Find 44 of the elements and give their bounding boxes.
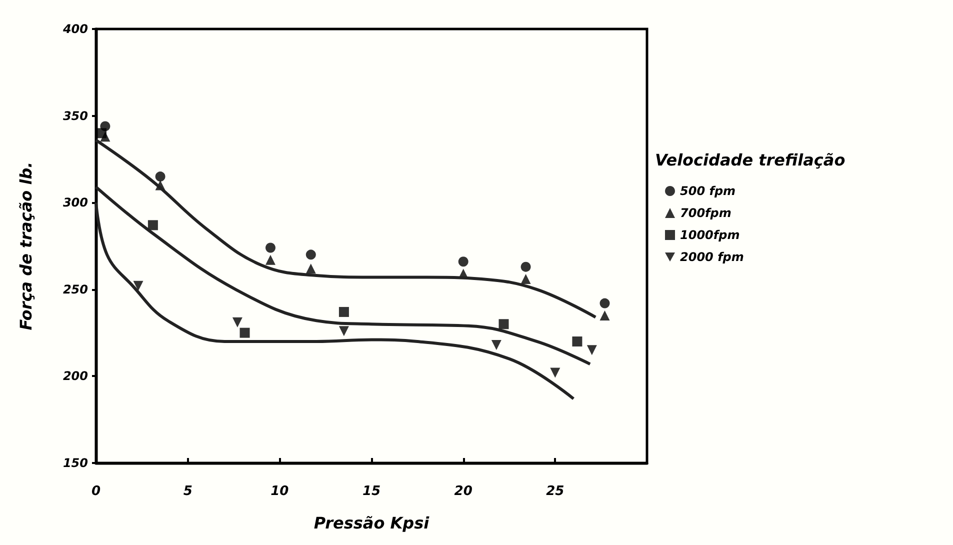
y-tick-label: 350 [62,108,88,123]
point [306,250,316,260]
y-tick-label: 300 [62,196,88,210]
point [338,326,349,336]
legend-label: 1000fpm [680,228,740,242]
x-tick-label: 25 [546,484,564,499]
y-tick-label: 200 [62,369,88,384]
point [600,310,610,320]
y-axis-title: Força de tração lb. [16,162,36,330]
x-tick-label: 20 [454,484,472,499]
point [520,274,531,284]
legend-label: 500 fpm [680,184,736,198]
point [240,328,250,338]
x-tick-label: 15 [362,484,381,499]
y-tick-label: 150 [62,456,88,470]
point [600,298,610,308]
point [572,336,582,346]
point [498,319,509,330]
point [265,242,276,253]
point [586,345,597,356]
line-series [94,185,592,366]
line-series [94,201,576,400]
point [96,128,107,138]
x-tick-label: 5 [183,484,192,499]
legend-label: 2000 fpm [680,250,744,264]
point [338,306,349,317]
point [265,254,276,265]
x-tick-label: 0 [91,484,101,499]
point [306,264,316,274]
x-tick-label: 10 [270,484,289,499]
point [148,220,158,230]
point [133,280,144,291]
point [520,262,531,272]
x-axis-title: Pressão Kpsi [314,514,430,532]
point [155,172,166,182]
legend-title: Velocidade trefilação [655,150,846,170]
point [550,368,560,378]
point [458,256,468,267]
y-tick-label: 250 [62,282,88,296]
legend-label: 700fpm [680,206,732,220]
y-tick-label: 400 [62,22,88,36]
point [491,340,502,350]
point [232,317,242,328]
line-series [94,138,598,319]
